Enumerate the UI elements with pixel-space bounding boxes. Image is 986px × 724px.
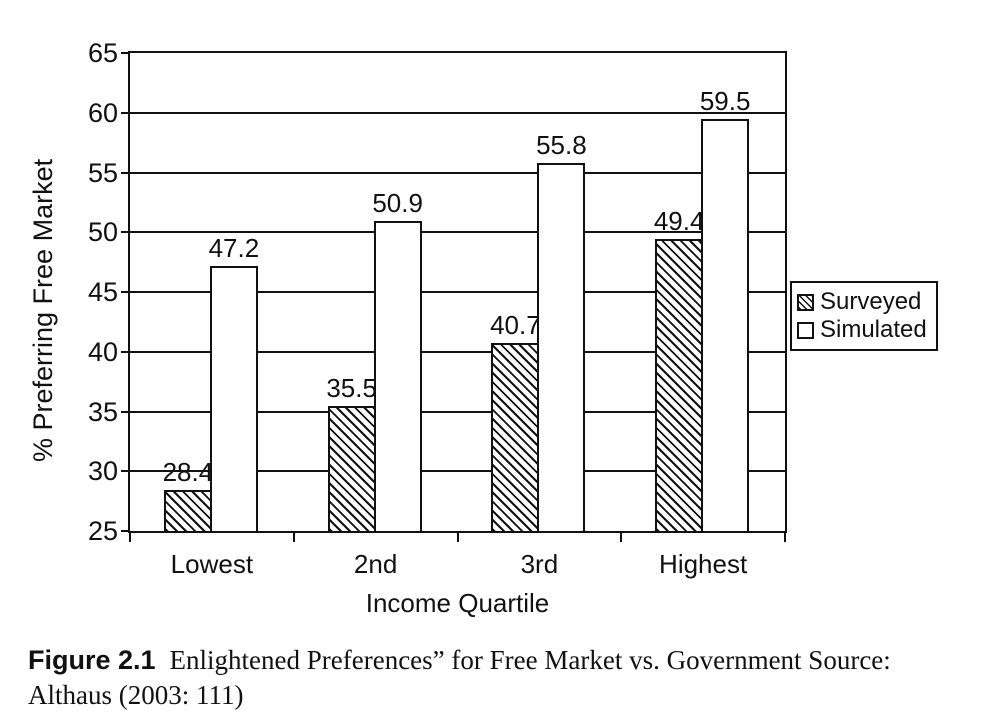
y-axis-tick (121, 530, 130, 532)
legend-swatch-icon (797, 321, 814, 339)
bar-surveyed-2nd (327, 405, 376, 533)
figure-caption-text: Enlightened Preferences” for Free Market… (28, 645, 891, 710)
figure-caption: Figure 2.1 Enlightened Preferences” for F… (28, 643, 973, 713)
y-axis-tick (121, 410, 130, 413)
gridline (130, 291, 785, 293)
y-axis-tick-label: 40 (87, 336, 118, 367)
y-axis-title: % Preferring Free Market (28, 158, 58, 462)
y-axis-tick (121, 171, 130, 174)
bar-surveyed-highest (655, 239, 704, 533)
bar-simulated-lowest (209, 265, 258, 533)
bar-simulated-3rd (537, 162, 586, 533)
bar-surveyed-3rd (491, 343, 540, 533)
legend-label: Surveyed (820, 288, 922, 315)
figure-caption-label: Figure 2.1 (28, 645, 156, 675)
gridline (130, 410, 785, 413)
legend-item-surveyed: Surveyed (797, 288, 931, 316)
x-axis-tick (784, 533, 786, 542)
y-axis-tick-label: 45 (87, 277, 118, 307)
legend-item-simulated: Simulated (797, 316, 931, 344)
y-axis-tick (121, 350, 130, 353)
y-axis-tick (121, 470, 130, 473)
legend-swatch-icon (797, 293, 814, 311)
gridline (130, 171, 785, 174)
x-axis-title: Income Quartile (365, 588, 550, 618)
bar-value-label: 35.5 (326, 372, 377, 403)
bar-value-label: 50.9 (372, 188, 423, 219)
bar-value-label: 59.5 (699, 85, 751, 116)
bar-value-label: 28.4 (162, 457, 214, 488)
x-category-label: Highest (659, 549, 748, 579)
gridline (130, 350, 785, 353)
y-axis-tick (121, 231, 130, 234)
y-axis-tick (121, 111, 130, 114)
y-axis-tick-label: 50 (87, 217, 118, 248)
bar-value-label: 47.2 (208, 232, 260, 263)
y-axis-tick-label: 65 (87, 38, 118, 68)
bar-value-label: 40.7 (490, 310, 541, 341)
bar-surveyed-lowest (163, 490, 212, 533)
x-category-label: 2nd (353, 549, 398, 579)
y-axis-tick (121, 291, 130, 293)
bar-value-label: 55.8 (536, 129, 587, 160)
bar-simulated-2nd (373, 221, 422, 533)
x-axis-tick (129, 533, 131, 542)
gridline (130, 111, 785, 114)
legend: Surveyed Simulated (790, 281, 938, 351)
y-axis-tick (121, 52, 130, 54)
x-axis-tick (292, 533, 295, 542)
legend-label: Simulated (820, 316, 927, 343)
gridline (130, 231, 785, 234)
bar-value-label: 49.4 (653, 206, 705, 237)
x-category-label: Lowest (170, 549, 254, 579)
y-axis-tick-label: 25 (87, 516, 118, 546)
x-category-label: 3rd (520, 549, 559, 579)
x-axis-tick (620, 533, 623, 542)
y-axis-tick-label: 55 (87, 157, 118, 188)
y-axis-tick-label: 35 (87, 396, 118, 427)
y-axis-tick-label: 60 (87, 97, 118, 128)
gridline (130, 470, 785, 473)
x-axis-tick (456, 533, 459, 542)
y-axis-tick-label: 30 (87, 456, 118, 487)
bar-simulated-highest (701, 118, 750, 533)
